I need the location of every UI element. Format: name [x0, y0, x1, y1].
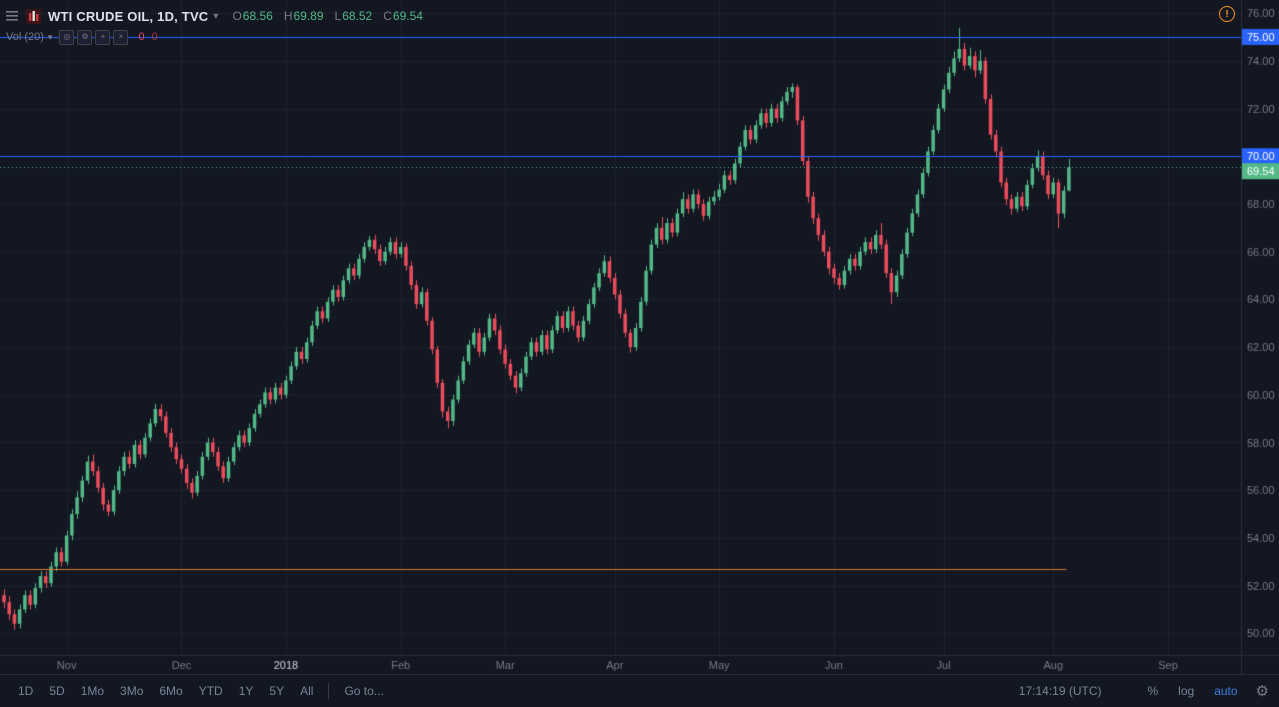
indicator-values: 0 0	[138, 31, 164, 43]
eye-icon[interactable]: ◎	[59, 29, 75, 45]
ohlc-low: L68.52	[334, 9, 373, 23]
toolbar-divider	[328, 683, 330, 699]
range-button-1d[interactable]: 1D	[18, 684, 34, 698]
range-button-5y[interactable]: 5Y	[269, 684, 285, 698]
indicator-label[interactable]: Vol (20)	[6, 31, 44, 43]
symbol-legend-row: WTI CRUDE OIL, 1D, TVC ▾ O68.56 H69.89 L…	[6, 7, 434, 25]
auto-scale-button[interactable]: auto	[1214, 684, 1238, 698]
bottom-toolbar: 1D 5D 1Mo 3Mo 6Mo YTD 1Y 5Y All Go to... 17:14:1…	[0, 674, 1279, 707]
chart-legend: WTI CRUDE OIL, 1D, TVC ▾ O68.56 H69.89 L…	[6, 7, 434, 45]
settings-gear-icon[interactable]: ⚙	[1255, 682, 1269, 700]
ohlc-high: H69.89	[283, 9, 324, 23]
chevron-down-icon[interactable]: ▾	[47, 31, 53, 42]
data-delay-warning-icon[interactable]: !	[1219, 6, 1235, 22]
range-buttons: 1D 5D 1Mo 3Mo 6Mo YTD 1Y 5Y All	[10, 681, 321, 701]
gear-icon[interactable]: ⚙	[77, 29, 93, 45]
range-button-6mo[interactable]: 6Mo	[159, 684, 183, 698]
ohlc-open: O68.56	[232, 9, 273, 23]
plus-icon[interactable]: +	[95, 29, 111, 45]
ohlc-values: O68.56 H69.89 L68.52 C69.54	[232, 9, 434, 23]
range-button-3mo[interactable]: 3Mo	[120, 684, 144, 698]
menu-icon[interactable]	[6, 11, 18, 21]
volume-value: 0	[138, 31, 145, 43]
symbol-title[interactable]: WTI CRUDE OIL, 1D, TVC	[48, 8, 209, 24]
ohlc-close: C69.54	[383, 9, 423, 23]
range-button-1mo[interactable]: 1Mo	[80, 684, 105, 698]
clock-label[interactable]: 17:14:19 (UTC)	[1018, 684, 1102, 698]
symbol-logo-icon	[26, 8, 41, 24]
price-chart-canvas[interactable]	[0, 0, 1279, 674]
log-scale-button[interactable]: log	[1178, 684, 1195, 698]
chevron-down-icon[interactable]: ▾	[213, 10, 219, 22]
volume-ma-value: 0	[151, 31, 158, 43]
range-button-5d[interactable]: 5D	[49, 684, 65, 698]
percent-scale-button[interactable]: %	[1147, 684, 1159, 698]
indicator-actions: ◎ ⚙ + ×	[59, 29, 131, 45]
range-button-1y[interactable]: 1Y	[238, 684, 254, 698]
range-button-all[interactable]: All	[300, 684, 314, 698]
indicator-legend-row: Vol (20) ▾ ◎ ⚙ + × 0 0	[6, 29, 434, 45]
goto-button[interactable]: Go to...	[344, 684, 384, 698]
close-icon[interactable]: ×	[113, 29, 129, 45]
range-button-ytd[interactable]: YTD	[198, 684, 223, 698]
